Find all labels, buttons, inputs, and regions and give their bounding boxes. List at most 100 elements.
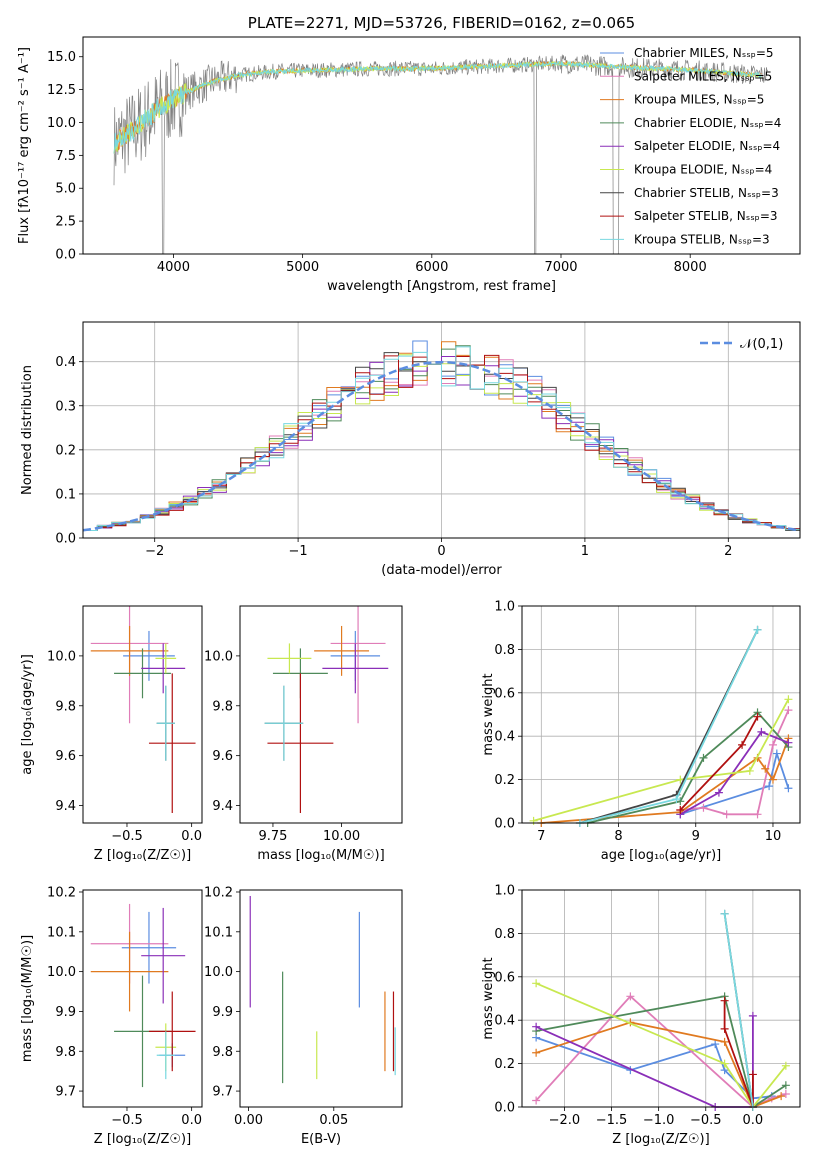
axes-frame: [82, 605, 203, 824]
y-axis-label: age [log₁₀(age/yr)]: [20, 654, 35, 775]
y-tick-label: 1.0: [494, 600, 515, 615]
y-tick-label: 10.0: [47, 116, 76, 131]
y-axis-label: Flux [fλ10⁻¹⁷ erg cm⁻² s⁻¹ A⁻¹]: [17, 47, 32, 244]
y-tick-label: 9.9: [55, 1005, 76, 1020]
y-tick-label: 0.0: [494, 817, 515, 832]
axes-frame: [521, 889, 801, 1108]
mass-weight-point: [777, 1092, 786, 1101]
x-axis-label: Z [log₁₀(Z/Z☉)]: [612, 1132, 709, 1147]
y-tick-label: 0.4: [494, 730, 515, 745]
y-tick-label: 9.8: [212, 1045, 233, 1060]
mass-weight-point: [781, 1089, 790, 1098]
x-tick-label: 9.75: [258, 829, 287, 844]
mass-weight-series-line: [535, 982, 787, 1109]
x-tick-label: 8000: [674, 260, 707, 275]
legend-entry: Kroupa STELIB, Nₛₛₚ=3: [634, 232, 770, 246]
y-tick-label: 9.9: [212, 1005, 233, 1020]
mass-weight-point: [532, 1096, 541, 1105]
y-tick-label: 12.5: [47, 83, 76, 98]
y-tick-label: 0.8: [494, 643, 515, 658]
y-tick-label: 0.0: [55, 532, 76, 547]
legend-entry: Chabrier ELODIE, Nₛₛₚ=4: [634, 116, 781, 130]
y-tick-label: 0.2: [494, 773, 515, 788]
y-tick-label: 2.5: [55, 215, 76, 230]
legend-entry: Kroupa MILES, Nₛₛₚ=5: [634, 93, 764, 107]
mass-weight-point: [748, 1011, 757, 1020]
mass-weight-point: [753, 712, 762, 721]
mass-weight-point: [532, 979, 541, 988]
mass-weight-point: [784, 784, 793, 793]
y-tick-label: 0.1: [55, 487, 76, 502]
legend-entry: Chabrier MILES, Nₛₛₚ=5: [634, 46, 774, 60]
mass-weight-point: [781, 1081, 790, 1090]
x-axis-label: wavelength [Angstrom, rest frame]: [327, 279, 556, 294]
x-tick-label: 8: [614, 829, 622, 844]
y-tick-label: 15.0: [47, 50, 76, 65]
mass-weight-point: [711, 1040, 720, 1049]
age-mass-panel: [236, 606, 389, 827]
mass-weight-point: [529, 816, 538, 825]
mass-EBV-panel: [236, 891, 396, 1111]
chart-title: PLATE=2271, MJD=53726, FIBERID=0162, z=0…: [248, 14, 635, 32]
mass-weight-point: [720, 1024, 729, 1033]
y-tick-label: 0.8: [494, 927, 515, 942]
mass-weight-point: [761, 764, 770, 773]
weight-age-panel: [518, 605, 800, 827]
axes-frame: [82, 889, 203, 1108]
x-tick-label: −2.0: [549, 1113, 581, 1128]
y-tick-label: 0.0: [494, 1101, 515, 1116]
x-tick-label: 7: [537, 829, 545, 844]
x-tick-label: 9: [692, 829, 700, 844]
mass-weight-point: [784, 706, 793, 715]
axes-frame: [521, 605, 801, 824]
mass-weight-series-line: [723, 1000, 754, 1108]
y-tick-label: 10.1: [47, 925, 76, 940]
x-tick-label: 7000: [544, 260, 577, 275]
y-tick-label: 0.3: [55, 399, 76, 414]
mass-weight-point: [532, 1022, 541, 1031]
x-tick-label: 0.05: [319, 1113, 348, 1128]
mass-weight-point: [532, 1048, 541, 1057]
spectrum-panel: [79, 52, 768, 258]
y-tick-label: 9.8: [55, 1045, 76, 1060]
normal-distribution-curve: [82, 360, 798, 532]
x-tick-label: −0.5: [111, 829, 143, 844]
x-tick-label: 2: [724, 544, 732, 559]
y-tick-label: 0.0: [55, 248, 76, 263]
mass-weight-series-line: [579, 629, 759, 824]
legend-entry: Chabrier STELIB, Nₛₛₚ=3: [634, 186, 779, 200]
mass-Z-panel: [79, 891, 196, 1111]
mass-weight-point: [753, 810, 762, 819]
x-tick-label: 4000: [157, 260, 190, 275]
mass-weight-series-line: [723, 913, 754, 1108]
y-tick-label: 10.2: [204, 885, 233, 900]
y-tick-label: 10.1: [204, 925, 233, 940]
x-tick-label: −2: [145, 544, 164, 559]
mass-weight-point: [714, 788, 723, 797]
y-tick-label: 0.6: [494, 970, 515, 985]
mass-weight-series-line: [680, 750, 790, 816]
mass-weight-point: [757, 727, 766, 736]
x-axis-label: age [log₁₀(age/yr)]: [601, 848, 722, 863]
mass-weight-point: [720, 996, 729, 1005]
y-tick-label: 9.6: [212, 749, 233, 764]
mass-weight-point: [745, 766, 754, 775]
y-axis-label: mass [log₁₀(M/M☉)]: [20, 935, 35, 1062]
y-tick-label: 0.2: [55, 443, 76, 458]
mass-weight-series-line: [579, 629, 759, 824]
y-tick-label: 0.2: [494, 1057, 515, 1072]
axes-frame: [239, 605, 403, 824]
legend-entry: 𝒩(0,1): [740, 337, 783, 352]
y-tick-label: 7.5: [55, 149, 76, 164]
mass-weight-point: [772, 749, 781, 758]
mass-weight-point: [748, 1070, 757, 1079]
y-tick-label: 9.6: [55, 749, 76, 764]
x-tick-label: 1: [581, 544, 589, 559]
mass-weight-point: [626, 992, 635, 1001]
weight-Z-panel: [518, 889, 800, 1111]
y-tick-label: 9.4: [55, 799, 76, 814]
mass-weight-point: [720, 1059, 729, 1068]
legend-entry: Salpeter ELODIE, Nₛₛₚ=4: [634, 139, 780, 153]
legend-entry: Salpeter STELIB, Nₛₛₚ=3: [634, 209, 778, 223]
